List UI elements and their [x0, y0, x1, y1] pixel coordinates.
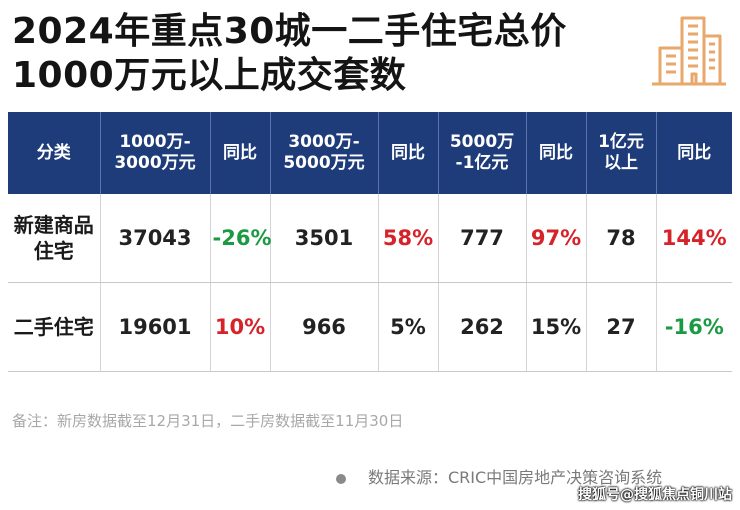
- row-category: 新建商品 住宅: [8, 194, 101, 283]
- table-row: 二手住宅 19601 10% 966 5% 262 15% 27 -16%: [8, 282, 732, 372]
- header-row: 分类 1000万- 3000万元 同比 3000万- 5000万元 同比 5000万 -1亿元同…: [8, 112, 732, 194]
- yoy-cell: 58%: [378, 194, 439, 283]
- footnote: 备注：新房数据截至12月31日，二手房数据截至11月30日: [12, 412, 404, 430]
- yoy-cell: 15%: [526, 282, 587, 372]
- transaction-table: 分类 1000万- 3000万元 同比 3000万- 5000万元 同比 5000万 -1亿元同…: [8, 112, 732, 372]
- header-cell: 3000万- 5000万元: [270, 112, 379, 194]
- yoy-cell: -26%: [210, 194, 271, 283]
- title-line-2: 1000万元以上成交套数: [12, 55, 407, 96]
- count-cell: 777: [438, 194, 527, 283]
- count-cell: 37043: [100, 194, 211, 283]
- count-cell: 3501: [270, 194, 379, 283]
- yoy-cell: 144%: [656, 194, 732, 283]
- row-category: 二手住宅: [8, 282, 101, 372]
- page-title: 2024年重点30城一二手住宅总价 1000万元以上成交套数: [12, 10, 567, 98]
- count-cell: 262: [438, 282, 527, 372]
- yoy-cell: 97%: [526, 194, 587, 283]
- header-cell: 1000万- 3000万元: [100, 112, 211, 194]
- header-cell: 1亿元 以上: [586, 112, 657, 194]
- header-cell: 同比: [526, 112, 587, 194]
- count-cell: 78: [586, 194, 657, 283]
- yoy-cell: 5%: [378, 282, 439, 372]
- header-cell: 同比: [210, 112, 271, 194]
- count-cell: 27: [586, 282, 657, 372]
- building-icon: [652, 16, 726, 86]
- header-cell: 同比: [378, 112, 439, 194]
- title-line-1: 2024年重点30城一二手住宅总价: [12, 11, 567, 52]
- header-cell: 同比: [656, 112, 732, 194]
- table-row: 新建商品 住宅 37043 -26% 3501 58% 777 97% 78 144%: [8, 194, 732, 283]
- source-line: 数据来源：CRIC中国房地产决策咨询系统: [336, 464, 662, 488]
- header-cell: 5000万 -1亿元: [438, 112, 527, 194]
- count-cell: 966: [270, 282, 379, 372]
- count-cell: 19601: [100, 282, 211, 372]
- source-text: 数据来源：CRIC中国房地产决策咨询系统: [368, 468, 663, 487]
- yoy-cell: 10%: [210, 282, 271, 372]
- watermark: 搜狐号@搜狐焦点铜川站: [578, 487, 732, 503]
- bullet-icon: [336, 473, 346, 484]
- yoy-cell: -16%: [656, 282, 732, 372]
- header-cell: 分类: [8, 112, 101, 194]
